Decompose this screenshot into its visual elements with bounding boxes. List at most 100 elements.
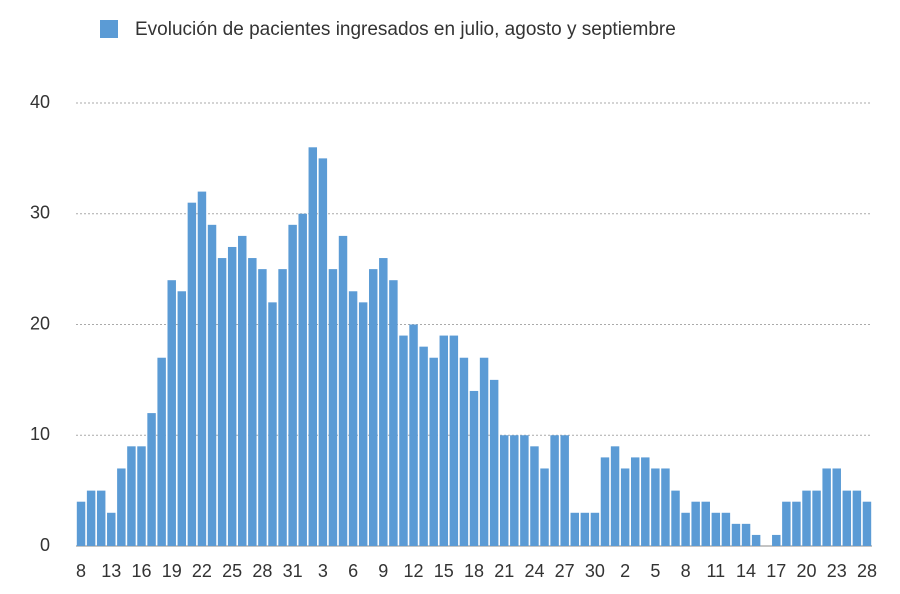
x-tick-label: 28 bbox=[252, 561, 272, 581]
bar bbox=[127, 446, 136, 546]
x-tick-label: 19 bbox=[162, 561, 182, 581]
bar bbox=[258, 269, 267, 546]
bar bbox=[520, 435, 529, 546]
x-tick-label: 2 bbox=[620, 561, 630, 581]
bar bbox=[117, 468, 126, 546]
x-tick-label: 12 bbox=[404, 561, 424, 581]
x-tick-label: 16 bbox=[131, 561, 151, 581]
x-tick-label: 28 bbox=[857, 561, 877, 581]
bar bbox=[167, 280, 176, 546]
bar bbox=[238, 235, 247, 546]
bar bbox=[792, 501, 801, 546]
y-tick-label: 10 bbox=[30, 424, 50, 444]
bar bbox=[147, 413, 156, 546]
bar bbox=[741, 523, 751, 546]
bar bbox=[379, 258, 388, 546]
x-tick-label: 14 bbox=[736, 561, 756, 581]
bar bbox=[701, 501, 710, 546]
bar bbox=[499, 435, 509, 546]
bar bbox=[630, 457, 640, 546]
bar bbox=[419, 346, 428, 546]
bar bbox=[620, 468, 630, 546]
bar bbox=[298, 213, 307, 546]
bar bbox=[782, 501, 791, 546]
bar bbox=[107, 512, 116, 546]
bar bbox=[187, 202, 197, 547]
bar bbox=[651, 468, 660, 546]
bar bbox=[177, 291, 187, 546]
x-tick-label: 11 bbox=[706, 561, 725, 581]
x-tick-label: 18 bbox=[464, 561, 484, 581]
x-tick-label: 25 bbox=[222, 561, 242, 581]
bar bbox=[449, 335, 459, 546]
bar bbox=[207, 224, 217, 546]
bar bbox=[610, 446, 620, 546]
x-tick-label: 20 bbox=[796, 561, 816, 581]
bar bbox=[96, 490, 106, 546]
bar bbox=[358, 302, 368, 546]
y-tick-label: 20 bbox=[30, 313, 50, 333]
bar bbox=[409, 324, 418, 546]
bar bbox=[399, 335, 408, 546]
bar bbox=[721, 512, 731, 546]
bar bbox=[328, 269, 338, 546]
x-tick-label: 21 bbox=[494, 561, 514, 581]
bar bbox=[227, 246, 237, 546]
x-tick-label: 27 bbox=[555, 561, 575, 581]
bar bbox=[268, 302, 277, 546]
bar bbox=[530, 446, 539, 546]
bar bbox=[802, 490, 811, 546]
bar bbox=[489, 379, 499, 546]
y-tick-label: 0 bbox=[40, 535, 50, 555]
x-tick-label: 31 bbox=[283, 561, 303, 581]
x-tick-label: 8 bbox=[76, 561, 86, 581]
x-tick-label: 30 bbox=[585, 561, 605, 581]
bar bbox=[681, 512, 690, 546]
bar bbox=[590, 512, 600, 546]
x-tick-label: 23 bbox=[827, 561, 847, 581]
bar bbox=[751, 534, 761, 546]
bar bbox=[570, 512, 579, 546]
bar bbox=[137, 446, 146, 546]
bar bbox=[691, 501, 700, 546]
x-tick-label: 22 bbox=[192, 561, 212, 581]
bar bbox=[862, 501, 872, 546]
bar bbox=[157, 357, 166, 546]
legend-label: Evolución de pacientes ingresados en jul… bbox=[135, 19, 676, 40]
bar bbox=[560, 435, 569, 546]
legend-swatch bbox=[100, 20, 118, 38]
bar bbox=[348, 291, 358, 546]
bar bbox=[772, 534, 781, 546]
bar bbox=[288, 224, 297, 546]
bar bbox=[248, 258, 257, 546]
bar bbox=[278, 269, 287, 546]
bar bbox=[832, 468, 841, 546]
bar bbox=[822, 468, 831, 546]
x-tick-label: 8 bbox=[681, 561, 691, 581]
x-tick-label: 6 bbox=[348, 561, 358, 581]
bar bbox=[86, 490, 96, 546]
x-tick-label: 17 bbox=[766, 561, 786, 581]
x-tick-label: 5 bbox=[650, 561, 660, 581]
bar bbox=[197, 191, 207, 546]
bar bbox=[550, 435, 559, 546]
bar bbox=[842, 490, 852, 546]
x-tick-label: 24 bbox=[524, 561, 544, 581]
bar bbox=[308, 147, 318, 547]
bar bbox=[580, 512, 590, 546]
bar bbox=[600, 457, 610, 546]
bar bbox=[459, 357, 469, 546]
x-tick-label: 9 bbox=[378, 561, 388, 581]
bar bbox=[469, 390, 479, 546]
bar bbox=[76, 501, 86, 546]
bar bbox=[661, 468, 670, 546]
bar bbox=[318, 158, 328, 546]
bar bbox=[217, 258, 227, 546]
bar bbox=[731, 523, 741, 546]
x-tick-label: 3 bbox=[318, 561, 328, 581]
bar bbox=[852, 490, 862, 546]
bar bbox=[439, 335, 449, 546]
bar bbox=[429, 357, 438, 546]
x-tick-label: 15 bbox=[434, 561, 454, 581]
